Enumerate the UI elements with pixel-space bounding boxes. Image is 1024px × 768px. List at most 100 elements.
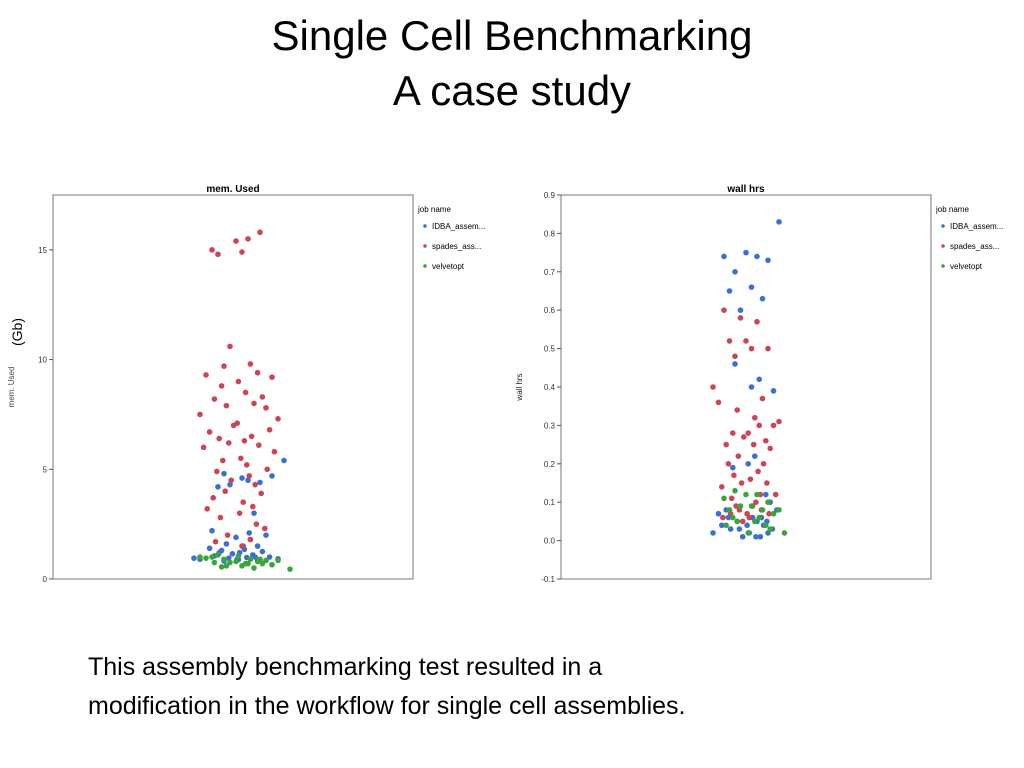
y-axis-label: wall hrs (515, 373, 524, 401)
legend-title: job name (417, 205, 451, 214)
y-tick-label: 5 (43, 465, 48, 474)
legend-title: job name (935, 205, 969, 214)
data-point (217, 514, 224, 521)
data-point (264, 466, 271, 473)
data-point (210, 495, 216, 501)
chart-title: mem. Used (206, 184, 259, 195)
data-point (263, 557, 269, 564)
data-point (220, 457, 226, 464)
data-point (200, 444, 207, 451)
data-point (753, 499, 759, 506)
caption-line-1: This assembly benchmarking test resulted… (88, 653, 603, 681)
data-point (767, 445, 773, 452)
data-point (748, 284, 755, 290)
data-point (752, 518, 758, 525)
data-point (251, 400, 257, 407)
data-point (248, 433, 255, 440)
y-tick-label: 15 (38, 246, 47, 255)
data-point (263, 532, 269, 538)
data-point (730, 514, 736, 521)
data-point (738, 480, 745, 486)
data-point (752, 453, 758, 459)
data-point (731, 472, 737, 479)
data-point (221, 363, 227, 369)
data-point (203, 372, 209, 378)
data-point (204, 505, 210, 512)
data-point (251, 565, 257, 571)
data-point (763, 491, 769, 498)
data-point (241, 437, 248, 444)
data-point (223, 541, 230, 547)
data-point (230, 422, 237, 429)
data-point (218, 564, 225, 570)
data-point (754, 318, 760, 325)
data-point (759, 295, 766, 302)
data-point (258, 490, 265, 497)
data-point (776, 219, 782, 225)
data-point (252, 481, 258, 488)
data-point (745, 430, 751, 436)
data-point (747, 476, 754, 482)
legend-swatch (941, 224, 945, 228)
data-point (732, 361, 738, 367)
data-point (269, 374, 275, 380)
data-point (734, 518, 740, 525)
data-point (203, 555, 209, 561)
data-point (226, 555, 232, 561)
data-point (754, 253, 760, 260)
data-point (242, 389, 249, 396)
data-point (720, 514, 726, 521)
data-point (252, 554, 258, 560)
data-point (212, 538, 219, 545)
data-point (715, 510, 722, 517)
chart-title: wall hrs (726, 184, 765, 195)
data-point (721, 253, 727, 260)
data-point (281, 457, 287, 464)
data-point (206, 429, 213, 435)
data-point (263, 405, 269, 411)
data-point (726, 507, 733, 513)
data-point (776, 418, 782, 425)
data-point (739, 518, 746, 525)
data-point (734, 407, 740, 413)
data-point (233, 558, 239, 565)
data-point (269, 473, 275, 479)
data-point (215, 484, 221, 490)
legend: job name IDBA_assem... spades_ass...velvet… (935, 205, 1003, 271)
data-point (233, 238, 239, 244)
data-point (228, 477, 234, 484)
caption-line-2: modification in the workflow for single … (88, 692, 686, 720)
data-point (247, 556, 254, 563)
data-point (770, 422, 777, 429)
y-tick-label: 0.2 (544, 460, 556, 469)
data-point (756, 422, 762, 429)
data-point (765, 345, 771, 352)
data-point (732, 487, 738, 494)
data-point (245, 236, 251, 242)
plot-frame (52, 194, 414, 580)
data-point (770, 510, 777, 517)
data-point (214, 468, 220, 475)
data-point (745, 461, 751, 467)
data-point (250, 503, 256, 510)
y-tick-label: 0.8 (544, 229, 556, 238)
slide-title: Single Cell Benchmarking A case study (0, 8, 1024, 118)
title-line-1: Single Cell Benchmarking (271, 12, 753, 59)
data-point (266, 554, 273, 560)
data-point (224, 532, 231, 538)
data-point (743, 338, 749, 344)
data-point (765, 499, 771, 506)
data-point (197, 411, 203, 418)
data-point (233, 534, 239, 541)
data-point (223, 402, 230, 409)
data-point (257, 479, 263, 486)
data-point (221, 470, 227, 477)
data-point (737, 503, 744, 509)
data-point (209, 247, 215, 253)
data-point (211, 559, 218, 566)
data-point (240, 499, 246, 506)
data-point (725, 461, 732, 467)
data-point (209, 554, 215, 560)
data-point (728, 495, 735, 502)
data-point (764, 480, 770, 486)
